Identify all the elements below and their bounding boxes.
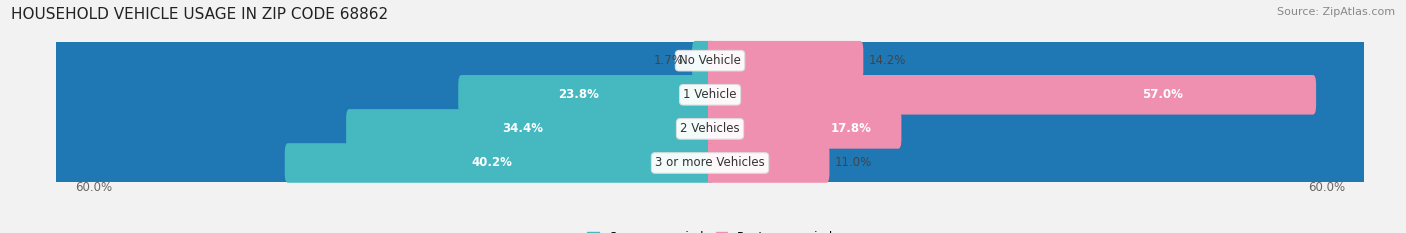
Bar xyxy=(709,123,1406,202)
Text: 14.2%: 14.2% xyxy=(869,54,905,67)
FancyBboxPatch shape xyxy=(704,75,1316,115)
FancyBboxPatch shape xyxy=(704,143,830,183)
Text: 57.0%: 57.0% xyxy=(1142,88,1182,101)
FancyBboxPatch shape xyxy=(692,41,716,80)
FancyBboxPatch shape xyxy=(458,75,716,115)
Text: 34.4%: 34.4% xyxy=(502,122,543,135)
Legend: Owner-occupied, Renter-occupied: Owner-occupied, Renter-occupied xyxy=(582,226,838,233)
FancyBboxPatch shape xyxy=(59,138,1361,188)
Text: 3 or more Vehicles: 3 or more Vehicles xyxy=(655,157,765,169)
Bar xyxy=(709,55,1406,134)
Text: 40.2%: 40.2% xyxy=(471,157,513,169)
Text: No Vehicle: No Vehicle xyxy=(679,54,741,67)
Bar xyxy=(0,89,711,168)
Text: Source: ZipAtlas.com: Source: ZipAtlas.com xyxy=(1277,7,1395,17)
FancyBboxPatch shape xyxy=(704,41,863,80)
Bar xyxy=(709,21,1406,100)
Text: 2 Vehicles: 2 Vehicles xyxy=(681,122,740,135)
Text: HOUSEHOLD VEHICLE USAGE IN ZIP CODE 68862: HOUSEHOLD VEHICLE USAGE IN ZIP CODE 6886… xyxy=(11,7,388,22)
Text: 23.8%: 23.8% xyxy=(558,88,599,101)
Text: 11.0%: 11.0% xyxy=(835,157,872,169)
Bar xyxy=(0,123,711,202)
Text: 60.0%: 60.0% xyxy=(76,181,112,194)
Text: 1 Vehicle: 1 Vehicle xyxy=(683,88,737,101)
Bar xyxy=(0,21,711,100)
FancyBboxPatch shape xyxy=(59,35,1361,86)
FancyBboxPatch shape xyxy=(704,109,901,149)
FancyBboxPatch shape xyxy=(59,104,1361,154)
Text: 1.7%: 1.7% xyxy=(654,54,683,67)
FancyBboxPatch shape xyxy=(285,143,716,183)
FancyBboxPatch shape xyxy=(346,109,716,149)
FancyBboxPatch shape xyxy=(59,70,1361,120)
Text: 60.0%: 60.0% xyxy=(1308,181,1344,194)
Text: 17.8%: 17.8% xyxy=(831,122,872,135)
Bar xyxy=(0,55,711,134)
Bar xyxy=(709,89,1406,168)
